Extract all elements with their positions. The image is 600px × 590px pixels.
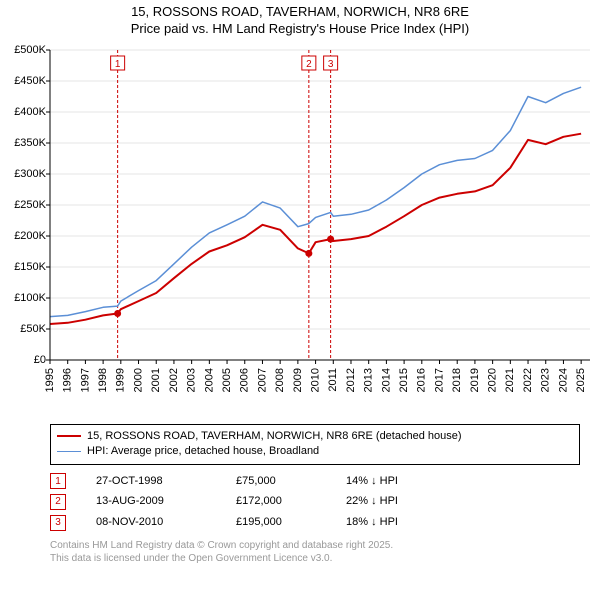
sale-marker: 2 <box>50 494 66 510</box>
svg-text:2015: 2015 <box>398 368 410 392</box>
svg-text:£200K: £200K <box>14 230 46 242</box>
footer: Contains HM Land Registry data © Crown c… <box>50 539 580 565</box>
sale-price: £195,000 <box>236 512 346 533</box>
svg-text:2022: 2022 <box>522 368 534 392</box>
svg-text:2023: 2023 <box>540 368 552 392</box>
chart-area: £0 £50K £100K £150K £200K £250K £300K £350K £400… <box>0 40 600 420</box>
svg-text:£0: £0 <box>34 354 46 366</box>
svg-text:1999: 1999 <box>115 368 127 392</box>
svg-text:2013: 2013 <box>363 368 375 392</box>
svg-text:2000: 2000 <box>132 368 144 392</box>
svg-text:2001: 2001 <box>150 368 162 392</box>
title-line-2: Price paid vs. HM Land Registry's House … <box>0 21 600 38</box>
sale-row: 2 13-AUG-2009£172,00022% ↓ HPI <box>50 491 580 512</box>
svg-text:1995: 1995 <box>44 368 56 392</box>
svg-text:£350K: £350K <box>14 137 46 149</box>
svg-text:£450K: £450K <box>14 75 46 87</box>
svg-text:£500K: £500K <box>14 44 46 56</box>
sale-row: 3 08-NOV-2010£195,00018% ↓ HPI <box>50 512 580 533</box>
footer-line-2: This data is licensed under the Open Gov… <box>50 552 580 565</box>
sale-diff: 22% ↓ HPI <box>346 491 456 512</box>
svg-text:2019: 2019 <box>469 368 481 392</box>
sale-price: £75,000 <box>236 471 346 492</box>
svg-text:£100K: £100K <box>14 292 46 304</box>
svg-text:2006: 2006 <box>239 368 251 392</box>
svg-text:2011: 2011 <box>327 368 339 392</box>
svg-text:£300K: £300K <box>14 168 46 180</box>
legend: 15, ROSSONS ROAD, TAVERHAM, NORWICH, NR8… <box>50 424 580 465</box>
svg-text:2014: 2014 <box>380 368 392 392</box>
svg-text:2007: 2007 <box>256 368 268 392</box>
chart-svg: £0 £50K £100K £150K £200K £250K £300K £350K £400… <box>0 40 600 420</box>
svg-text:2018: 2018 <box>451 368 463 392</box>
svg-text:1: 1 <box>115 59 121 70</box>
legend-swatch <box>57 435 81 437</box>
svg-text:2020: 2020 <box>487 368 499 392</box>
sale-price: £172,000 <box>236 491 346 512</box>
svg-text:2024: 2024 <box>557 368 569 392</box>
legend-swatch <box>57 451 81 452</box>
sale-row: 1 27-OCT-1998£75,00014% ↓ HPI <box>50 471 580 492</box>
legend-row: HPI: Average price, detached house, Broa… <box>57 444 573 459</box>
svg-text:2004: 2004 <box>203 368 215 392</box>
svg-text:2005: 2005 <box>221 368 233 392</box>
svg-text:2012: 2012 <box>345 368 357 392</box>
legend-label: 15, ROSSONS ROAD, TAVERHAM, NORWICH, NR8… <box>87 429 462 444</box>
svg-text:£400K: £400K <box>14 106 46 118</box>
svg-text:2010: 2010 <box>309 368 321 392</box>
svg-text:2003: 2003 <box>186 368 198 392</box>
svg-text:2009: 2009 <box>292 368 304 392</box>
svg-text:£250K: £250K <box>14 199 46 211</box>
svg-text:1997: 1997 <box>79 368 91 392</box>
footer-line-1: Contains HM Land Registry data © Crown c… <box>50 539 580 552</box>
svg-text:1996: 1996 <box>62 368 74 392</box>
legend-label: HPI: Average price, detached house, Broa… <box>87 444 319 459</box>
sale-marker: 1 <box>50 473 66 489</box>
sale-marker: 3 <box>50 515 66 531</box>
svg-text:3: 3 <box>328 59 334 70</box>
svg-text:2002: 2002 <box>168 368 180 392</box>
svg-text:2017: 2017 <box>433 368 445 392</box>
sale-date: 27-OCT-1998 <box>96 471 236 492</box>
svg-text:£150K: £150K <box>14 261 46 273</box>
sale-date: 13-AUG-2009 <box>96 491 236 512</box>
sale-date: 08-NOV-2010 <box>96 512 236 533</box>
sale-diff: 18% ↓ HPI <box>346 512 456 533</box>
chart-title-block: 15, ROSSONS ROAD, TAVERHAM, NORWICH, NR8… <box>0 0 600 40</box>
title-line-1: 15, ROSSONS ROAD, TAVERHAM, NORWICH, NR8… <box>0 4 600 21</box>
svg-text:1998: 1998 <box>97 368 109 392</box>
svg-text:2: 2 <box>306 59 312 70</box>
legend-row: 15, ROSSONS ROAD, TAVERHAM, NORWICH, NR8… <box>57 429 573 444</box>
svg-text:2008: 2008 <box>274 368 286 392</box>
svg-text:2025: 2025 <box>575 368 587 392</box>
svg-text:2021: 2021 <box>504 368 516 392</box>
svg-text:£50K: £50K <box>20 323 46 335</box>
sale-diff: 14% ↓ HPI <box>346 471 456 492</box>
sales-table: 1 27-OCT-1998£75,00014% ↓ HPI 2 13-AUG-2009… <box>50 471 580 534</box>
svg-text:2016: 2016 <box>416 368 428 392</box>
